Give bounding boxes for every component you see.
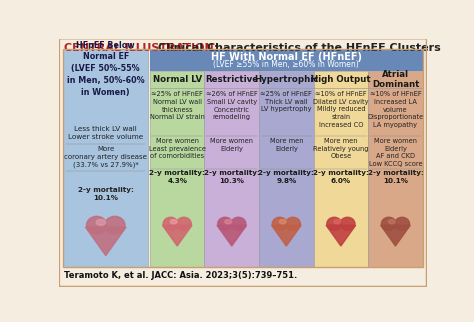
Text: ≈25% of HFnEF
Thick LV wall
LV hypertrophy: ≈25% of HFnEF Thick LV wall LV hypertrop… <box>260 91 312 112</box>
Ellipse shape <box>285 217 301 230</box>
FancyBboxPatch shape <box>63 49 148 267</box>
Ellipse shape <box>163 217 178 230</box>
Polygon shape <box>381 225 410 246</box>
Ellipse shape <box>279 220 286 224</box>
Text: ≈26% of HFnEF
Small LV cavity
Concentric
remodeling: ≈26% of HFnEF Small LV cavity Concentric… <box>206 91 258 120</box>
Ellipse shape <box>170 220 177 224</box>
FancyBboxPatch shape <box>368 71 423 88</box>
Text: Less thick LV wall
Lower stroke volume: Less thick LV wall Lower stroke volume <box>68 126 143 139</box>
Ellipse shape <box>334 220 341 224</box>
Ellipse shape <box>327 217 342 230</box>
FancyBboxPatch shape <box>150 49 423 71</box>
Ellipse shape <box>389 220 395 224</box>
Ellipse shape <box>96 219 106 225</box>
Ellipse shape <box>105 216 125 234</box>
Ellipse shape <box>340 217 355 230</box>
Text: ≈25% of HFnEF
Normal LV wall
thickness
Normal LV strain: ≈25% of HFnEF Normal LV wall thickness N… <box>150 91 205 120</box>
Text: HF With Normal EF (HFnEF): HF With Normal EF (HFnEF) <box>211 52 362 62</box>
Ellipse shape <box>218 217 233 230</box>
Text: CENTRAL ILLUSTRATION:: CENTRAL ILLUSTRATION: <box>64 43 218 53</box>
Text: (LVEF ≥55% in Men, ≥60% in Women): (LVEF ≥55% in Men, ≥60% in Women) <box>213 60 359 69</box>
Text: ≈10% of HFnEF
Dilated LV cavity
Mildly reduced
strain
Increased CO: ≈10% of HFnEF Dilated LV cavity Mildly r… <box>313 91 369 128</box>
FancyBboxPatch shape <box>204 71 259 88</box>
Text: 2-y mortality:
9.8%: 2-y mortality: 9.8% <box>258 170 314 184</box>
FancyBboxPatch shape <box>259 88 314 267</box>
Text: More women
Elderly
AF and CKD
Low KCCQ score: More women Elderly AF and CKD Low KCCQ s… <box>369 138 422 167</box>
Text: 2-y mortality:
10.1%: 2-y mortality: 10.1% <box>367 170 423 184</box>
Text: 2-y mortality:
6.0%: 2-y mortality: 6.0% <box>313 170 369 184</box>
Polygon shape <box>85 227 126 256</box>
Text: Atrial
Dominant: Atrial Dominant <box>372 70 419 89</box>
FancyBboxPatch shape <box>368 88 423 267</box>
FancyBboxPatch shape <box>150 71 204 88</box>
Ellipse shape <box>395 217 410 230</box>
Ellipse shape <box>231 217 246 230</box>
Polygon shape <box>272 225 301 246</box>
Text: Normal LV: Normal LV <box>153 75 202 84</box>
Ellipse shape <box>87 216 107 234</box>
Text: 2-y mortality:
4.3%: 2-y mortality: 4.3% <box>149 170 205 184</box>
FancyBboxPatch shape <box>259 71 314 88</box>
Text: Teramoto K, et al. JACC: Asia. 2023;3(5):739–751.: Teramoto K, et al. JACC: Asia. 2023;3(5)… <box>64 271 297 280</box>
Text: Restrictive: Restrictive <box>205 75 258 84</box>
Text: HFpEF Below
Normal EF
(LVEF 50%-55%
in Men, 50%-60%
in Women): HFpEF Below Normal EF (LVEF 50%-55% in M… <box>67 41 145 97</box>
Text: More women
Elderly: More women Elderly <box>210 138 253 152</box>
Text: More
coronary artery disease
(33.7% vs 27.9%)*: More coronary artery disease (33.7% vs 2… <box>64 146 147 168</box>
Ellipse shape <box>225 220 232 224</box>
Text: 2-y mortality:
10.3%: 2-y mortality: 10.3% <box>204 170 260 184</box>
Text: Hypertrophic: Hypertrophic <box>254 75 319 84</box>
FancyBboxPatch shape <box>150 88 204 267</box>
Ellipse shape <box>272 217 287 230</box>
Polygon shape <box>326 225 356 246</box>
Text: Clinical Characteristics of the HFnEF Clusters: Clinical Characteristics of the HFnEF Cl… <box>158 43 441 53</box>
Polygon shape <box>163 225 192 246</box>
Ellipse shape <box>382 217 396 230</box>
Polygon shape <box>217 225 246 246</box>
Text: High Output: High Output <box>311 75 371 84</box>
FancyBboxPatch shape <box>204 88 259 267</box>
Text: More women
Least prevalence
of comorbidities: More women Least prevalence of comorbidi… <box>149 138 206 159</box>
FancyBboxPatch shape <box>314 71 368 88</box>
Text: More men
Elderly: More men Elderly <box>270 138 303 152</box>
Text: More men
Relatively young
Obese: More men Relatively young Obese <box>313 138 369 159</box>
Text: ≈10% of HFnEF
Increased LA
volume
Disproportionate
LA myopathy: ≈10% of HFnEF Increased LA volume Dispro… <box>367 91 424 128</box>
Text: 2-y mortality:
10.1%: 2-y mortality: 10.1% <box>78 187 134 201</box>
Ellipse shape <box>176 217 191 230</box>
FancyBboxPatch shape <box>314 88 368 267</box>
